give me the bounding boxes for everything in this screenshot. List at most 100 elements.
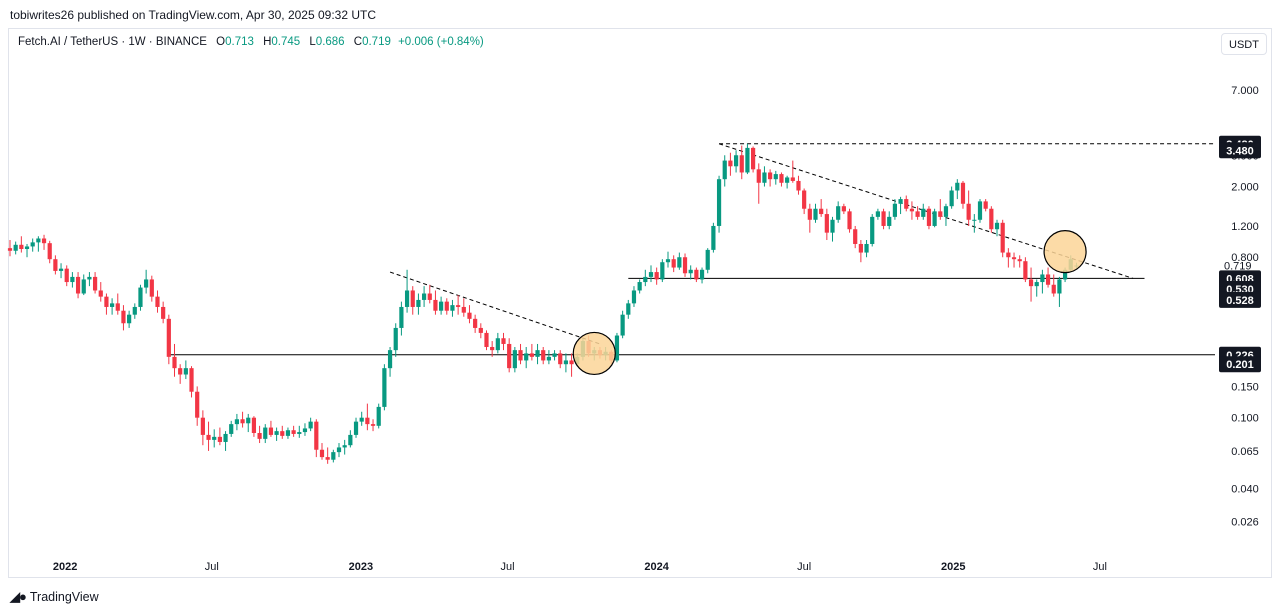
candle-body [773, 174, 778, 180]
candle [841, 203, 846, 215]
candle-body [246, 417, 251, 424]
candle [836, 201, 841, 223]
candle [824, 208, 829, 241]
candle [30, 238, 35, 252]
candle [229, 420, 234, 437]
candle-body [926, 208, 932, 226]
candle [92, 272, 98, 294]
candle-body [308, 421, 313, 429]
symbol-name[interactable]: Fetch.AI / TetherUS · 1W · BINANCE [18, 36, 207, 48]
high-value: 0.745 [271, 36, 301, 48]
candle-body [387, 350, 393, 369]
candle-body [348, 434, 353, 446]
candle [24, 243, 30, 258]
candle [319, 443, 325, 460]
candle-body [427, 293, 432, 300]
candle [353, 417, 359, 438]
candle-body [456, 305, 461, 307]
x-tick-label: 2023 [349, 561, 373, 573]
chart-frame[interactable] [8, 28, 1272, 578]
candle [637, 279, 642, 294]
candle [1051, 274, 1056, 297]
candle [297, 425, 302, 438]
candle-body [115, 303, 120, 311]
candle-body [756, 169, 761, 183]
candle [444, 298, 449, 315]
candle-body [887, 216, 892, 226]
candle [1000, 219, 1005, 258]
candle-body [297, 432, 302, 434]
candle-body [376, 406, 381, 426]
candle-body [257, 432, 262, 439]
candle [904, 195, 909, 212]
candle-body [671, 259, 676, 268]
candle [246, 413, 251, 433]
candle [127, 310, 132, 328]
candle-body [677, 257, 682, 268]
candle [733, 150, 739, 173]
candle [790, 160, 795, 183]
candle-body [1028, 279, 1034, 287]
candle-body [302, 428, 308, 433]
candle [875, 208, 880, 220]
candle-body [983, 201, 988, 209]
candle [70, 272, 75, 288]
candle-body [966, 203, 971, 220]
candle [535, 343, 540, 365]
candle-body [881, 211, 886, 226]
candle [915, 206, 920, 220]
candle-body [206, 434, 211, 440]
candle [195, 386, 200, 426]
candle-body [212, 436, 217, 440]
candle [660, 259, 665, 283]
y-tick-label: 0.065 [1231, 446, 1259, 458]
candle-body [529, 353, 534, 357]
candle [858, 240, 863, 263]
candle-body [1040, 274, 1045, 283]
candle-body [836, 206, 841, 220]
candle-body [705, 249, 710, 270]
candle-body [864, 243, 869, 253]
candle-body [699, 269, 705, 280]
candle-body [1000, 222, 1005, 253]
candles-layer [7, 143, 1079, 464]
open-value: 0.713 [225, 36, 254, 48]
candle-body [807, 208, 812, 220]
candle [104, 293, 109, 315]
candle [864, 240, 869, 258]
candle [972, 214, 977, 233]
currency-selector[interactable]: USDT [1221, 33, 1267, 55]
candle-body [1006, 252, 1011, 258]
candle-body [614, 335, 620, 361]
tradingview-logo[interactable]: ◢● TradingView [10, 589, 99, 605]
candle [926, 206, 932, 230]
candle [705, 248, 710, 274]
candle-body [87, 276, 92, 280]
x-tick-label: 2022 [53, 561, 77, 573]
candle [887, 211, 892, 230]
candle [206, 421, 211, 451]
candle [1040, 269, 1045, 294]
candle-body [75, 276, 81, 294]
candle [172, 343, 177, 377]
candle [682, 253, 688, 277]
candle [994, 219, 1000, 237]
candle [342, 439, 347, 455]
x-tick-label: Jul [797, 561, 811, 573]
candle-body [274, 431, 279, 435]
y-tick-label: 1.200 [1231, 221, 1259, 233]
candle [819, 199, 824, 217]
candle-body [319, 449, 325, 458]
candle [183, 360, 188, 380]
y-tick-label: 0.026 [1231, 517, 1259, 529]
candle [387, 346, 393, 377]
candle [421, 286, 427, 307]
candle-body [631, 290, 637, 304]
candle-body [195, 391, 200, 418]
candle [495, 332, 500, 354]
candle [983, 199, 988, 212]
candle [921, 203, 926, 220]
candle [251, 416, 257, 437]
candle-body [484, 332, 489, 347]
